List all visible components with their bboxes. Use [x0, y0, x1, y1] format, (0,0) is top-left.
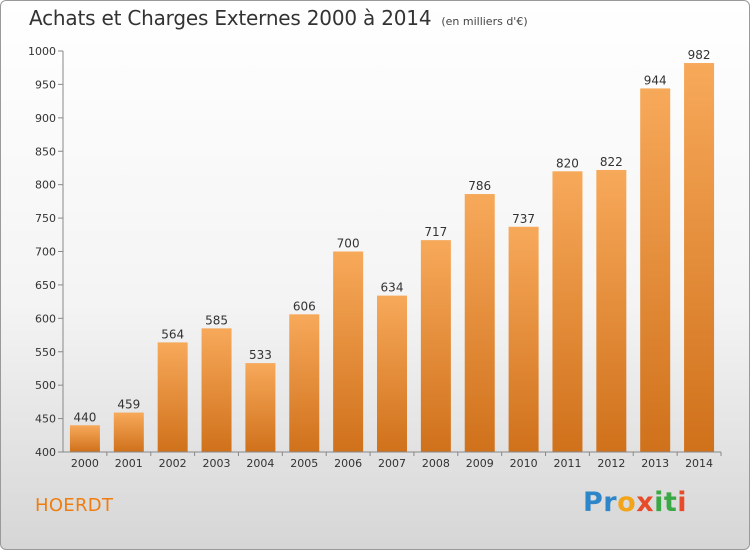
y-tick-label: 550 [35, 346, 56, 359]
x-tick-label: 2014 [685, 457, 713, 470]
logo-letter: t [663, 487, 678, 518]
bar-value-label: 533 [249, 348, 272, 362]
bar [157, 342, 188, 452]
bar-value-label: 440 [73, 410, 96, 424]
x-tick-label: 2011 [553, 457, 581, 470]
bar-value-label: 564 [161, 327, 184, 341]
y-tick-label: 450 [35, 413, 56, 426]
y-tick-label: 900 [35, 112, 56, 125]
x-tick-label: 2002 [159, 457, 187, 470]
bar [420, 240, 451, 452]
y-tick-label: 500 [35, 379, 56, 392]
chart-title: Achats et Charges Externes 2000 à 2014 (e… [29, 6, 528, 30]
bar-value-label: 786 [468, 179, 491, 193]
x-tick-label: 2009 [466, 457, 494, 470]
y-tick-label: 950 [35, 78, 56, 91]
bar [464, 194, 495, 453]
logo-letter: x [636, 487, 655, 518]
y-tick-label: 600 [35, 312, 56, 325]
logo-letter: i [654, 487, 664, 518]
bars-group: 440 459 564 585 533 606 700 634 717 786 737 820 822 9… [69, 48, 715, 453]
proxiti-logo[interactable]: Proxiti [583, 487, 687, 518]
bar [245, 363, 276, 452]
bar [377, 295, 407, 452]
chart-unit: (en milliers d'€) [441, 15, 528, 28]
logo-letter: r [603, 487, 618, 518]
x-tick-label: 2005 [290, 457, 318, 470]
y-tick-label: 1000 [28, 45, 56, 58]
bar-value-label: 822 [600, 155, 623, 169]
x-tick-label: 2010 [510, 457, 538, 470]
x-tick-label: 2000 [71, 457, 99, 470]
x-tick-label: 2012 [597, 457, 625, 470]
x-tick-label: 2013 [641, 457, 669, 470]
bar [69, 425, 100, 452]
bar-value-label: 982 [688, 48, 711, 62]
y-tick-label: 800 [35, 179, 56, 192]
bar-value-label: 459 [117, 398, 140, 412]
logo-letter: P [583, 487, 604, 518]
y-tick-label: 750 [35, 212, 56, 225]
x-tick-label: 2008 [422, 457, 450, 470]
bar-value-label: 585 [205, 313, 228, 327]
y-tick-label: 700 [35, 246, 56, 259]
bar-value-label: 606 [293, 299, 316, 313]
city-name: HOERDT [35, 495, 114, 516]
bar-value-label: 700 [337, 237, 360, 251]
bar [552, 171, 583, 453]
logo-letter: o [617, 487, 637, 518]
bar [684, 63, 715, 452]
y-tick-label: 850 [35, 145, 56, 158]
bar [113, 412, 144, 452]
logo-letter: i [677, 487, 688, 518]
x-tick-label: 2004 [246, 457, 274, 470]
bar [640, 88, 671, 452]
x-tick-label: 2007 [378, 457, 406, 470]
bar-value-label: 737 [512, 212, 535, 226]
bar-value-label: 944 [644, 73, 667, 87]
x-tick-label: 2001 [115, 457, 143, 470]
bar [596, 169, 627, 453]
x-tick-label: 2003 [203, 457, 231, 470]
chart-title-text: Achats et Charges Externes 2000 à 2014 [29, 6, 432, 30]
y-tick-label: 650 [35, 279, 56, 292]
bar-value-label: 634 [381, 281, 404, 295]
bar [201, 328, 232, 452]
x-tick-label: 2006 [334, 457, 362, 470]
bar [508, 226, 539, 452]
bar [333, 251, 364, 452]
bar [289, 314, 320, 452]
axes-group: 2000 2001 2002 2003 2004 2005 2006 2007 2008 2009… [28, 45, 722, 470]
bar-value-label: 717 [424, 225, 447, 239]
bar-value-label: 820 [556, 156, 579, 170]
y-tick-label: 400 [35, 446, 56, 459]
